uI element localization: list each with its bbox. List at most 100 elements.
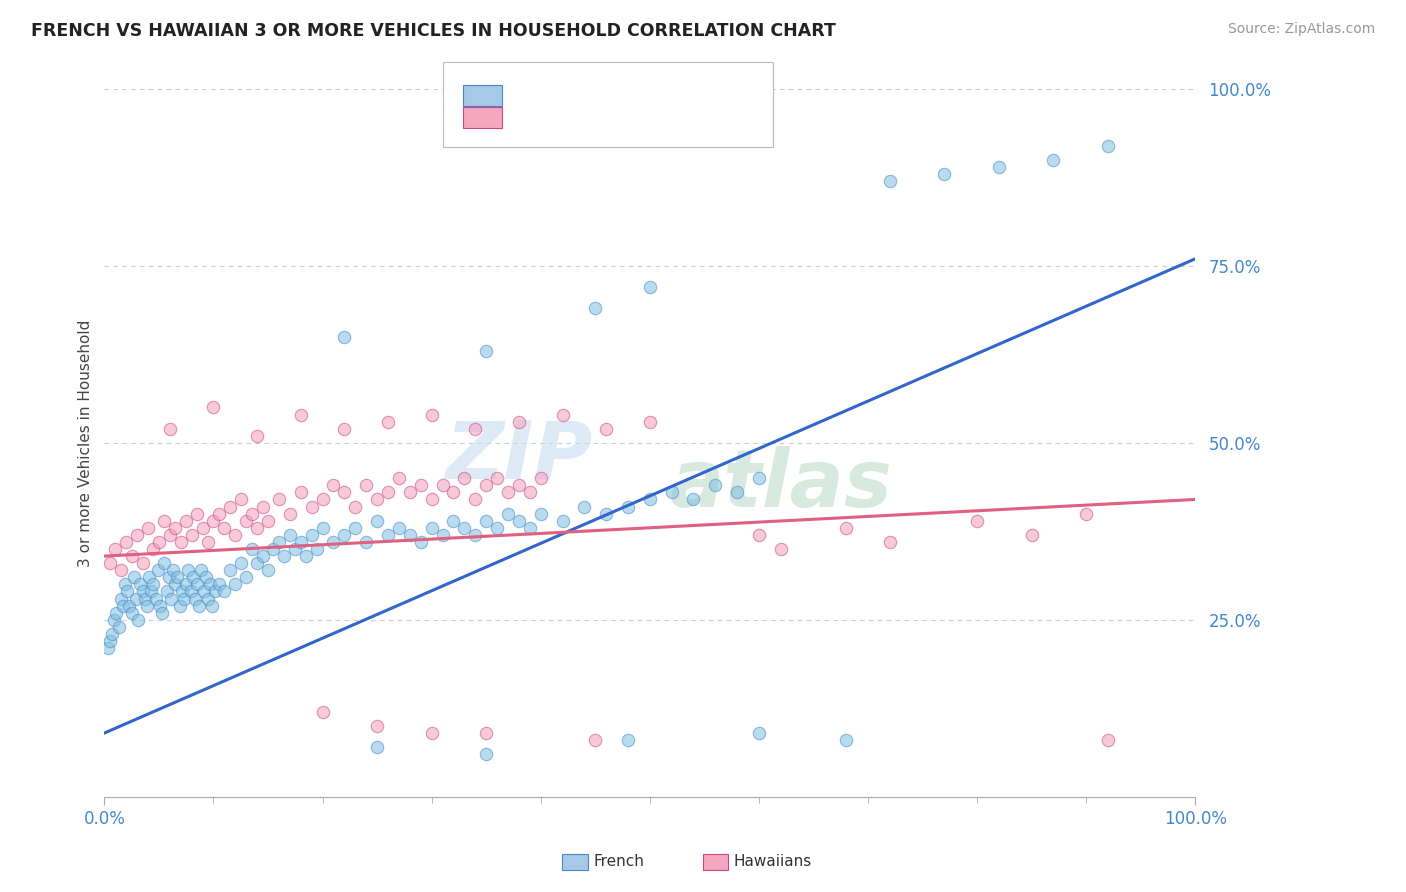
Point [174,577,197,591]
Point [202,401,225,415]
Point [290,485,312,500]
Point [186,507,208,521]
Point [508,415,530,429]
Point [464,492,486,507]
Point [295,549,318,563]
Point [267,492,290,507]
Point [617,733,640,747]
Point [333,329,356,343]
Text: N =: N = [621,109,658,127]
Point [160,591,183,606]
Text: Hawaiians: Hawaiians [734,855,813,869]
Point [638,280,661,294]
Point [121,549,143,563]
Text: ZIP: ZIP [446,418,592,496]
Point [530,507,553,521]
Point [170,535,193,549]
Point [398,528,420,542]
Point [201,599,224,613]
Point [366,514,388,528]
Point [200,577,222,591]
Point [333,422,356,436]
Point [125,591,148,606]
Point [117,584,139,599]
Point [122,570,145,584]
Point [432,528,454,542]
Point [464,422,486,436]
Point [432,478,454,492]
Point [879,174,901,188]
Point [377,528,399,542]
Point [290,408,312,422]
Point [344,521,367,535]
Point [420,492,443,507]
Point [966,514,988,528]
Point [224,577,246,591]
Point [190,563,212,577]
Point [835,733,858,747]
Point [311,705,333,719]
Point [246,556,269,570]
Point [155,584,177,599]
Point [153,556,176,570]
Point [180,528,202,542]
Point [165,521,187,535]
Point [103,613,125,627]
Point [748,471,770,485]
Point [121,606,143,620]
Point [127,528,149,542]
Point [682,492,704,507]
Point [475,343,498,358]
Point [409,535,432,549]
Text: 0.573: 0.573 [558,87,614,104]
Point [129,577,152,591]
Text: R =: R = [516,87,553,104]
Point [197,535,219,549]
Point [135,599,157,613]
Point [150,606,173,620]
Point [725,485,748,500]
Point [235,570,257,584]
Point [273,549,295,563]
Point [486,471,509,485]
Point [1097,138,1119,153]
Point [166,570,188,584]
Point [377,415,399,429]
Text: N =: N = [621,87,658,104]
Point [204,584,226,599]
Point [835,521,858,535]
Point [218,563,240,577]
Point [595,507,617,521]
Point [111,599,134,613]
Point [748,528,770,542]
Y-axis label: 3 or more Vehicles in Household: 3 or more Vehicles in Household [79,319,93,566]
Point [193,584,215,599]
Point [333,528,356,542]
Point [769,541,792,556]
Point [475,747,498,762]
Point [617,500,640,514]
Point [218,500,240,514]
Point [240,541,263,556]
Point [344,500,367,514]
Point [186,577,208,591]
Point [184,591,207,606]
Point [246,521,269,535]
Point [138,570,160,584]
Point [354,478,377,492]
Point [453,471,475,485]
Point [177,563,200,577]
Point [252,500,274,514]
Point [508,478,530,492]
Point [142,577,165,591]
Point [98,556,121,570]
Point [530,471,553,485]
Point [197,591,219,606]
Point [194,570,217,584]
Point [366,492,388,507]
Point [246,429,269,443]
Point [301,528,323,542]
Text: atlas: atlas [669,446,893,524]
Point [879,535,901,549]
Point [263,541,285,556]
